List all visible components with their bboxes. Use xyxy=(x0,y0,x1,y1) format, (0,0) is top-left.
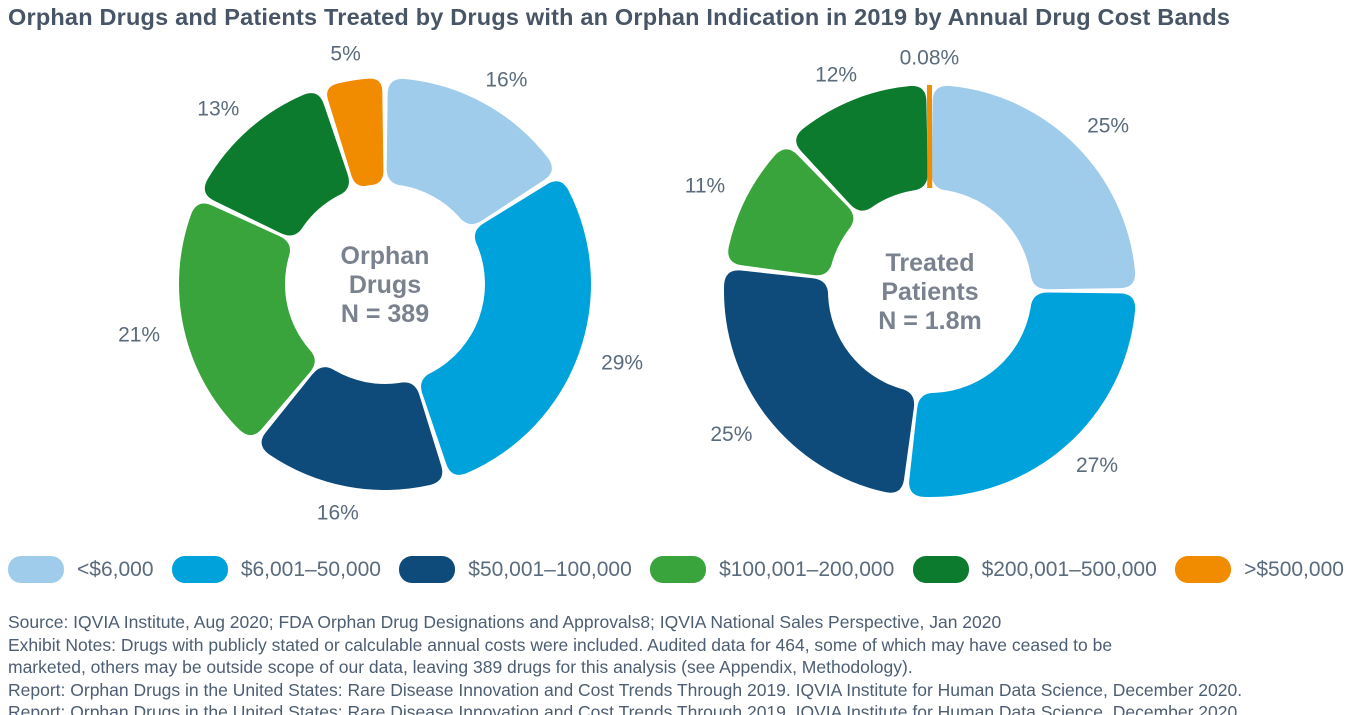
legend-swatch-icon xyxy=(171,556,228,583)
treated-patients-donut-value-label-2: 25% xyxy=(710,423,752,446)
treated-patients-donut-value-label-0: 25% xyxy=(1087,115,1129,138)
orphan-drugs-donut-center-label-line-2: N = 389 xyxy=(341,300,429,328)
treated-patients-donut-value-label-1: 27% xyxy=(1076,454,1118,477)
legend-item-label: >$500,000 xyxy=(1244,557,1344,581)
orphan-drugs-donut-value-label-0: 16% xyxy=(485,68,527,91)
treated-patients-donut-segment-0 xyxy=(931,85,1136,290)
exhibit-note-line-2: marketed, others may be outside scope of… xyxy=(8,657,913,678)
orphan-drugs-donut-segment-0 xyxy=(386,78,552,225)
orphan-drugs-donut-segment-5 xyxy=(327,78,384,186)
orphan-drugs-donut-segment-4 xyxy=(204,93,349,236)
treated-patients-donut-segment-3 xyxy=(728,149,854,276)
report-note-clipped: Report: Orphan Drugs in the United State… xyxy=(8,702,1243,715)
exhibit-note-line-1: Exhibit Notes: Drugs with publicly state… xyxy=(8,634,1113,655)
orphan-drugs-donut-segment-2 xyxy=(261,367,443,490)
treated-patients-donut-center-label-line-1: Patients xyxy=(881,278,978,306)
orphan-drugs-donut-value-label-4: 13% xyxy=(197,98,239,121)
legend-swatch-icon xyxy=(8,556,64,583)
legend-item-3: $100,001–200,000 xyxy=(650,556,894,583)
legend-item-label: $200,001–500,000 xyxy=(981,557,1157,581)
orphan-drugs-donut-center-label-line-1: Drugs xyxy=(349,271,421,299)
legend-swatch-icon xyxy=(1175,556,1232,583)
treated-patients-donut-segment-1 xyxy=(909,292,1136,498)
orphan-drugs-donut-value-label-5: 5% xyxy=(330,42,360,65)
orphan-drugs-donut-value-label-3: 21% xyxy=(118,323,160,346)
orphan-drugs-donut-segment-1 xyxy=(421,181,591,475)
treated-patients-donut-segment-2 xyxy=(723,270,915,493)
legend-item-label: $100,001–200,000 xyxy=(719,557,895,581)
treated-patients-donut-center-label-line-2: N = 1.8m xyxy=(878,307,982,335)
treated-patients-donut-value-label-3: 11% xyxy=(685,175,725,198)
legend: <$6,000 $6,001–50,000 $50,001–100,000 $100,… xyxy=(8,556,1344,583)
treated-patients-donut-segment-4 xyxy=(796,85,928,211)
legend-item-5: >$500,000 xyxy=(1175,556,1344,583)
legend-item-4: $200,001–500,000 xyxy=(912,556,1157,583)
orphan-drugs-donut-value-label-1: 29% xyxy=(601,351,643,374)
footnotes: Source: IQVIA Institute, Aug 2020; FDA O… xyxy=(8,611,1348,715)
treated-patients-donut-value-label-4: 12% xyxy=(815,63,857,86)
treated-patients-donut-value-label-5: 0.08% xyxy=(900,47,960,70)
legend-swatch-icon xyxy=(399,556,456,583)
source-note: Source: IQVIA Institute, Aug 2020; FDA O… xyxy=(8,612,1002,632)
legend-swatch-icon xyxy=(650,556,707,583)
report-note: Report: Orphan Drugs in the United State… xyxy=(8,679,1243,700)
legend-item-label: $6,001–50,000 xyxy=(240,557,381,581)
legend-item-label: $50,001–100,000 xyxy=(468,557,632,581)
legend-item-0: <$6,000 xyxy=(8,556,154,583)
legend-item-label: <$6,000 xyxy=(77,557,154,581)
legend-item-2: $50,001–100,000 xyxy=(399,556,632,583)
orphan-drugs-donut-segment-3 xyxy=(178,203,315,436)
legend-item-1: $6,001–50,000 xyxy=(171,556,381,583)
orphan-drugs-donut-value-label-2: 16% xyxy=(317,501,359,524)
legend-swatch-icon xyxy=(912,556,969,583)
treated-patients-donut-center-label-line-0: Treated xyxy=(886,249,975,277)
page-title: Orphan Drugs and Patients Treated by Dru… xyxy=(8,4,1231,30)
orphan-drugs-donut-center-label-line-0: Orphan xyxy=(341,242,430,270)
